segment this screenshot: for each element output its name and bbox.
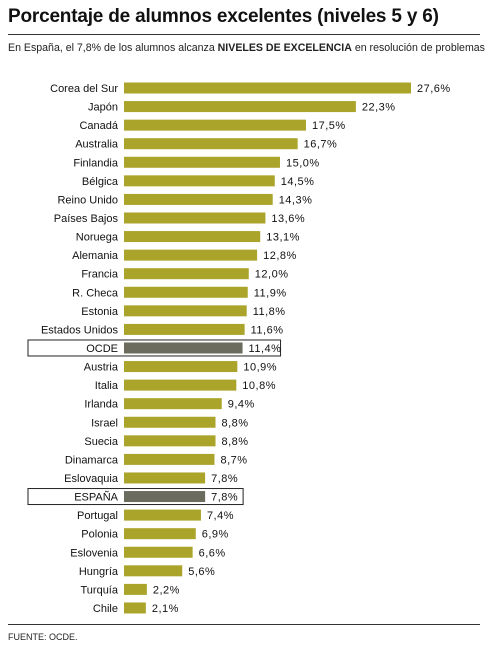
bar-francia [124,268,249,280]
value-label-eslovaquia: 7,8% [211,473,238,485]
value-label-japon: 22,3% [362,102,396,114]
category-label-reino-unido: Reino Unido [57,194,118,206]
bar-noruega [124,231,261,243]
value-label-corea-del-sur: 27,6% [417,83,451,95]
category-label-australia: Australia [75,139,119,151]
bar-italia [124,379,237,391]
value-label-portugal: 7,4% [207,510,234,522]
bar-suecia [124,435,216,447]
category-label-francia: Francia [81,269,119,281]
value-label-turquia: 2,2% [153,584,180,596]
bar-eslovenia [124,546,193,558]
value-label-belgica: 14,5% [281,176,315,188]
category-label-suecia: Suecia [84,436,119,448]
category-label-dinamarca: Dinamarca [65,454,119,466]
value-label-australia: 16,7% [304,139,338,151]
category-label-israel: Israel [91,417,118,429]
subtitle-emphasis: NIVELES DE EXCELENCIA [217,42,352,54]
value-label-dinamarca: 8,7% [220,454,247,466]
value-label-hungria: 5,6% [188,566,215,578]
highlight-box-espana [27,488,244,506]
value-label-irlanda: 9,4% [228,399,255,411]
value-label-estonia: 11,8% [253,306,286,318]
value-label-israel: 8,8% [222,417,249,429]
bar-reino-unido [124,193,273,205]
category-label-finlandia: Finlandia [73,157,119,169]
bar-finlandia [124,156,280,168]
bar-dinamarca [124,453,215,465]
value-label-paises-bajos: 13,6% [271,213,305,225]
category-label-r-checa: R. Checa [72,287,119,299]
bar-estonia [124,305,247,317]
category-label-alemania: Alemania [72,250,119,262]
category-label-espana: ESPAÑA [74,491,118,504]
category-label-hungria: Hungría [79,566,119,578]
bar-polonia [124,528,196,540]
value-label-italia: 10,8% [242,380,276,392]
bar-portugal [124,509,201,521]
category-label-paises-bajos: Países Bajos [54,213,119,225]
value-label-chile: 2,1% [152,603,179,615]
value-label-noruega: 13,1% [266,232,300,244]
category-label-noruega: Noruega [76,232,119,244]
value-label-reino-unido: 14,3% [279,194,313,206]
top-divider [8,34,480,35]
chart-title: Porcentaje de alumnos excelentes (nivele… [8,6,439,27]
highlight-box-ocde [27,339,282,357]
category-label-estonia: Estonia [81,306,119,318]
bar-australia [124,138,298,150]
value-label-canada: 17,5% [312,120,346,132]
value-label-francia: 12,0% [255,269,289,281]
value-label-finlandia: 15,0% [286,157,320,169]
category-label-estados-unidos: Estados Unidos [41,324,119,336]
value-label-ocde: 11,4% [249,343,282,355]
bar-estados-unidos [124,323,245,335]
bar-israel [124,416,216,428]
chart-subtitle: En España, el 7,8% de los alumnos alcanz… [8,42,485,54]
bar-irlanda [124,398,222,410]
category-label-belgica: Bélgica [82,176,119,188]
bar-alemania [124,249,258,261]
bar-chile [124,602,146,614]
bar-paises-bajos [124,212,266,224]
value-label-polonia: 6,9% [202,529,229,541]
value-label-austria: 10,9% [243,362,277,374]
value-label-eslovenia: 6,6% [199,547,226,559]
category-label-japon: Japón [88,102,118,114]
category-label-portugal: Portugal [77,510,118,522]
source-note: FUENTE: OCDE. [8,632,78,642]
bar-corea-del-sur [124,82,411,94]
bar-espana [124,491,206,503]
category-label-ocde: OCDE [86,343,118,355]
category-label-turquia: Turquía [80,584,118,596]
category-label-corea-del-sur: Corea del Sur [50,83,118,95]
bar-turquia [124,583,147,595]
subtitle-text-start: En España, el 7,8% de los alumnos alcanz… [8,42,218,54]
category-label-eslovaquia: Eslovaquia [64,473,119,485]
category-label-polonia: Polonia [81,529,119,541]
bottom-divider [8,624,480,625]
category-label-eslovenia: Eslovenia [70,547,119,559]
bar-canada [124,119,306,131]
category-label-austria: Austria [84,362,119,374]
category-label-chile: Chile [93,603,118,615]
bar-eslovaquia [124,472,206,484]
value-label-r-checa: 11,9% [254,287,287,299]
bar-r-checa [124,286,248,298]
bar-japon [124,101,356,113]
category-label-italia: Italia [95,380,119,392]
subtitle-text-end: en resolución de problemas [351,42,485,54]
value-label-suecia: 8,8% [222,436,249,448]
bar-austria [124,361,238,373]
value-label-estados-unidos: 11,6% [251,324,284,336]
bar-hungria [124,565,183,577]
value-label-espana: 7,8% [211,492,238,504]
category-label-irlanda: Irlanda [84,399,119,411]
value-label-alemania: 12,8% [263,250,297,262]
bar-ocde [124,342,243,354]
bar-belgica [124,175,275,187]
category-label-canada: Canadá [79,120,118,132]
